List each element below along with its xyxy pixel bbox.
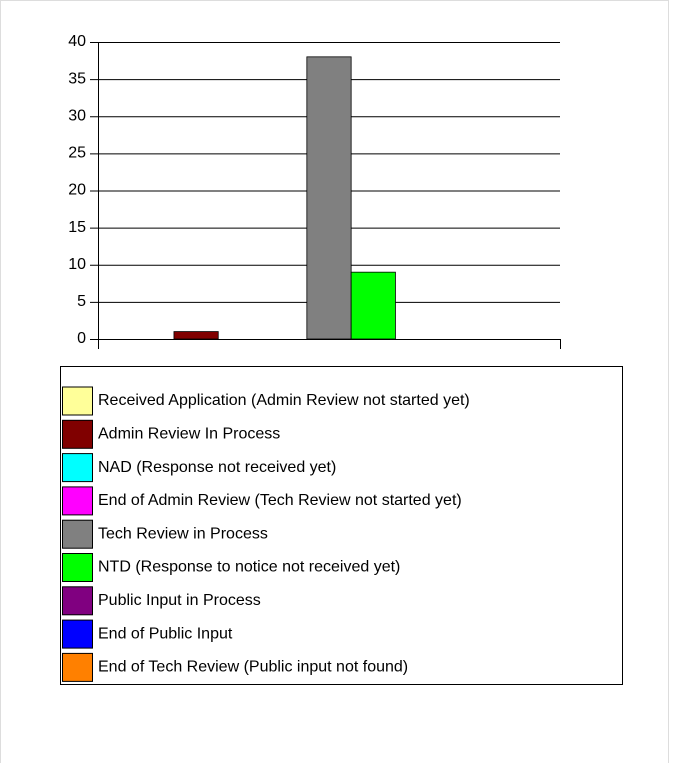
legend-swatch xyxy=(62,553,93,582)
legend-swatch xyxy=(62,386,93,416)
y-tick-label: 10 xyxy=(68,256,86,273)
legend-box xyxy=(60,366,623,685)
legend-swatch xyxy=(62,419,93,449)
bar xyxy=(173,331,219,340)
legend-swatch xyxy=(62,519,93,549)
y-tick-label: 25 xyxy=(68,145,86,162)
y-tick-label: 30 xyxy=(68,107,86,124)
legend-label: Admin Review In Process xyxy=(98,426,280,443)
y-tick-label: 0 xyxy=(77,330,86,347)
y-tick-label: 35 xyxy=(68,70,86,87)
legend-swatch xyxy=(62,619,93,649)
frame xyxy=(0,0,669,763)
y-tick-label: 5 xyxy=(77,293,86,310)
legend-swatch xyxy=(62,652,93,682)
legend-label: Received Application (Admin Review not s… xyxy=(98,392,470,409)
legend-label: End of Tech Review (Public input not fou… xyxy=(98,659,408,676)
legend-label: Tech Review in Process xyxy=(98,525,268,542)
legend-label: End of Public Input xyxy=(98,625,233,642)
legend-label: Public Input in Process xyxy=(98,592,261,609)
legend-swatch xyxy=(62,486,93,516)
y-tick-label: 15 xyxy=(68,219,86,236)
legend-label: NTD (Response to notice not received yet… xyxy=(98,559,400,576)
legend-label: End of Admin Review (Tech Review not sta… xyxy=(98,492,462,509)
bar xyxy=(350,271,396,340)
legend-swatch xyxy=(62,453,93,483)
legend-label: NAD (Response not received yet) xyxy=(98,459,336,476)
bar xyxy=(306,56,352,340)
legend-swatch xyxy=(62,586,93,616)
y-tick-label: 20 xyxy=(68,182,86,199)
y-tick-label: 40 xyxy=(68,33,86,50)
